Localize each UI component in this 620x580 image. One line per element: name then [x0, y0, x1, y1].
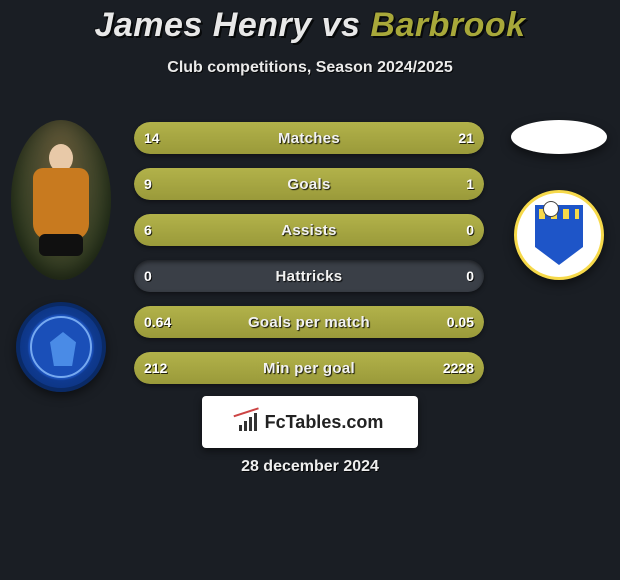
player1-club-badge: [16, 302, 106, 392]
stat-bar-right-value: 0: [466, 214, 474, 246]
footer-date: 28 december 2024: [0, 458, 620, 476]
stat-bar-label: Matches: [134, 122, 484, 154]
stat-bar-right-value: 21: [458, 122, 474, 154]
stat-bar: Assists6 0: [134, 214, 484, 246]
stat-bar-right-value: 0.05: [447, 306, 474, 338]
stat-bar: Min per goal212 2228: [134, 352, 484, 384]
title-player1: James Henry: [94, 6, 311, 44]
stat-bar: Hattricks0 0: [134, 260, 484, 292]
player1-shirt-shape: [33, 168, 89, 240]
stat-bar-left-value: 0.64: [144, 306, 171, 338]
player2-photo-placeholder: [511, 120, 607, 154]
stat-bar-right-value: 0: [466, 260, 474, 292]
stat-bar-label: Goals: [134, 168, 484, 200]
stat-bar-label: Goals per match: [134, 306, 484, 338]
brand-chart-icon: [237, 413, 259, 431]
stat-bar: Matches14 21: [134, 122, 484, 154]
page-title: James Henry vs Barbrook: [0, 0, 620, 45]
stat-bar-label: Assists: [134, 214, 484, 246]
stat-bar-label: Min per goal: [134, 352, 484, 384]
title-vs: vs: [322, 6, 361, 44]
stat-bar: Goals9 1: [134, 168, 484, 200]
stat-bar-left-value: 9: [144, 168, 152, 200]
brand-name: FcTables.com: [265, 412, 384, 433]
player1-shorts-shape: [39, 234, 83, 256]
stat-bar-right-value: 2228: [443, 352, 474, 384]
subtitle: Club competitions, Season 2024/2025: [0, 59, 620, 77]
stat-bar-left-value: 212: [144, 352, 167, 384]
player2-club-badge: [514, 190, 604, 280]
stat-bar-label: Hattricks: [134, 260, 484, 292]
stat-bar-left-value: 0: [144, 260, 152, 292]
right-player-column: [504, 120, 614, 280]
stat-bar-right-value: 1: [466, 168, 474, 200]
badge-ball-icon: [543, 201, 559, 217]
stat-bar-left-value: 14: [144, 122, 160, 154]
stats-bars-container: Matches1421Goals91Assists60Hattricks00Go…: [134, 122, 484, 398]
title-player2: Barbrook: [370, 6, 525, 44]
player1-photo: [11, 120, 111, 280]
footer-brand-badge: FcTables.com: [202, 396, 418, 448]
left-player-column: [6, 120, 116, 392]
stat-bar: Goals per match0.64 0.05: [134, 306, 484, 338]
stat-bar-left-value: 6: [144, 214, 152, 246]
